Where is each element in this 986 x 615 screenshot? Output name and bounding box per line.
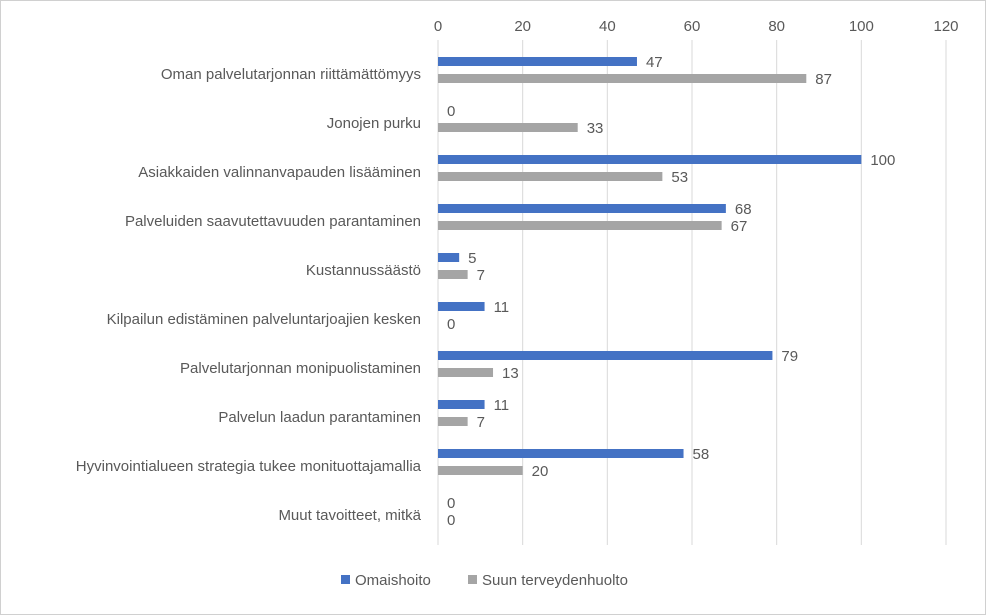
category-label: Oman palvelutarjonnan riittämättömyys <box>161 66 421 83</box>
bar-suun-terveydenhuolto <box>438 123 578 132</box>
bar-omaishoito <box>438 155 862 164</box>
bar-omaishoito <box>438 351 773 360</box>
x-tick-label: 100 <box>849 18 874 35</box>
data-label: 87 <box>815 71 832 88</box>
category-label: Muut tavoitteet, mitkä <box>278 507 421 524</box>
legend-swatch <box>341 575 350 584</box>
data-label: 58 <box>693 446 710 463</box>
bar-suun-terveydenhuolto <box>438 417 468 426</box>
x-tick-label: 0 <box>434 18 442 35</box>
data-label: 0 <box>447 495 455 512</box>
category-label: Asiakkaiden valinnanvapauden lisääminen <box>138 164 421 181</box>
bar-omaishoito <box>438 302 485 311</box>
data-label: 79 <box>781 348 798 365</box>
data-label: 47 <box>646 54 663 71</box>
bar-suun-terveydenhuolto <box>438 466 523 475</box>
data-label: 0 <box>447 512 455 529</box>
data-label: 0 <box>447 316 455 333</box>
category-label: Hyvinvointialueen strategia tukee monitu… <box>76 458 422 475</box>
data-label: 53 <box>671 169 688 186</box>
data-label: 7 <box>477 414 485 431</box>
bar-omaishoito <box>438 204 726 213</box>
x-tick-label: 80 <box>768 18 785 35</box>
legend-label: Omaishoito <box>355 572 431 589</box>
data-label: 67 <box>731 218 748 235</box>
x-tick-label: 60 <box>684 18 701 35</box>
category-label: Palvelun laadun parantaminen <box>218 409 421 426</box>
data-label: 20 <box>532 463 549 480</box>
bar-omaishoito <box>438 253 460 262</box>
data-label: 33 <box>587 120 604 137</box>
data-label: 5 <box>468 250 476 267</box>
category-label: Jonojen purku <box>327 115 421 132</box>
category-label: Palvelutarjonnan monipuolistaminen <box>180 360 421 377</box>
bar-omaishoito <box>438 449 684 458</box>
bar-suun-terveydenhuolto <box>438 368 494 377</box>
data-label: 11 <box>494 397 510 414</box>
data-label: 7 <box>477 267 485 284</box>
legend-label: Suun terveydenhuolto <box>482 572 628 589</box>
x-tick-label: 40 <box>599 18 616 35</box>
category-label: Kilpailun edistäminen palveluntarjoajien… <box>107 311 421 328</box>
data-label: 13 <box>502 365 519 382</box>
bar-suun-terveydenhuolto <box>438 74 807 83</box>
bar-omaishoito <box>438 400 485 409</box>
bar-suun-terveydenhuolto <box>438 172 663 181</box>
data-label: 68 <box>735 201 752 218</box>
data-label: 100 <box>870 152 895 169</box>
bar-suun-terveydenhuolto <box>438 270 468 279</box>
data-label: 11 <box>494 299 510 316</box>
bar-suun-terveydenhuolto <box>438 221 722 230</box>
category-label: Kustannussäästö <box>306 262 421 279</box>
data-label: 0 <box>447 103 455 120</box>
x-tick-label: 20 <box>514 18 531 35</box>
bar-omaishoito <box>438 57 637 66</box>
x-tick-label: 120 <box>933 18 958 35</box>
category-label: Palveluiden saavutettavuuden parantamine… <box>125 213 421 230</box>
legend-swatch <box>468 575 477 584</box>
